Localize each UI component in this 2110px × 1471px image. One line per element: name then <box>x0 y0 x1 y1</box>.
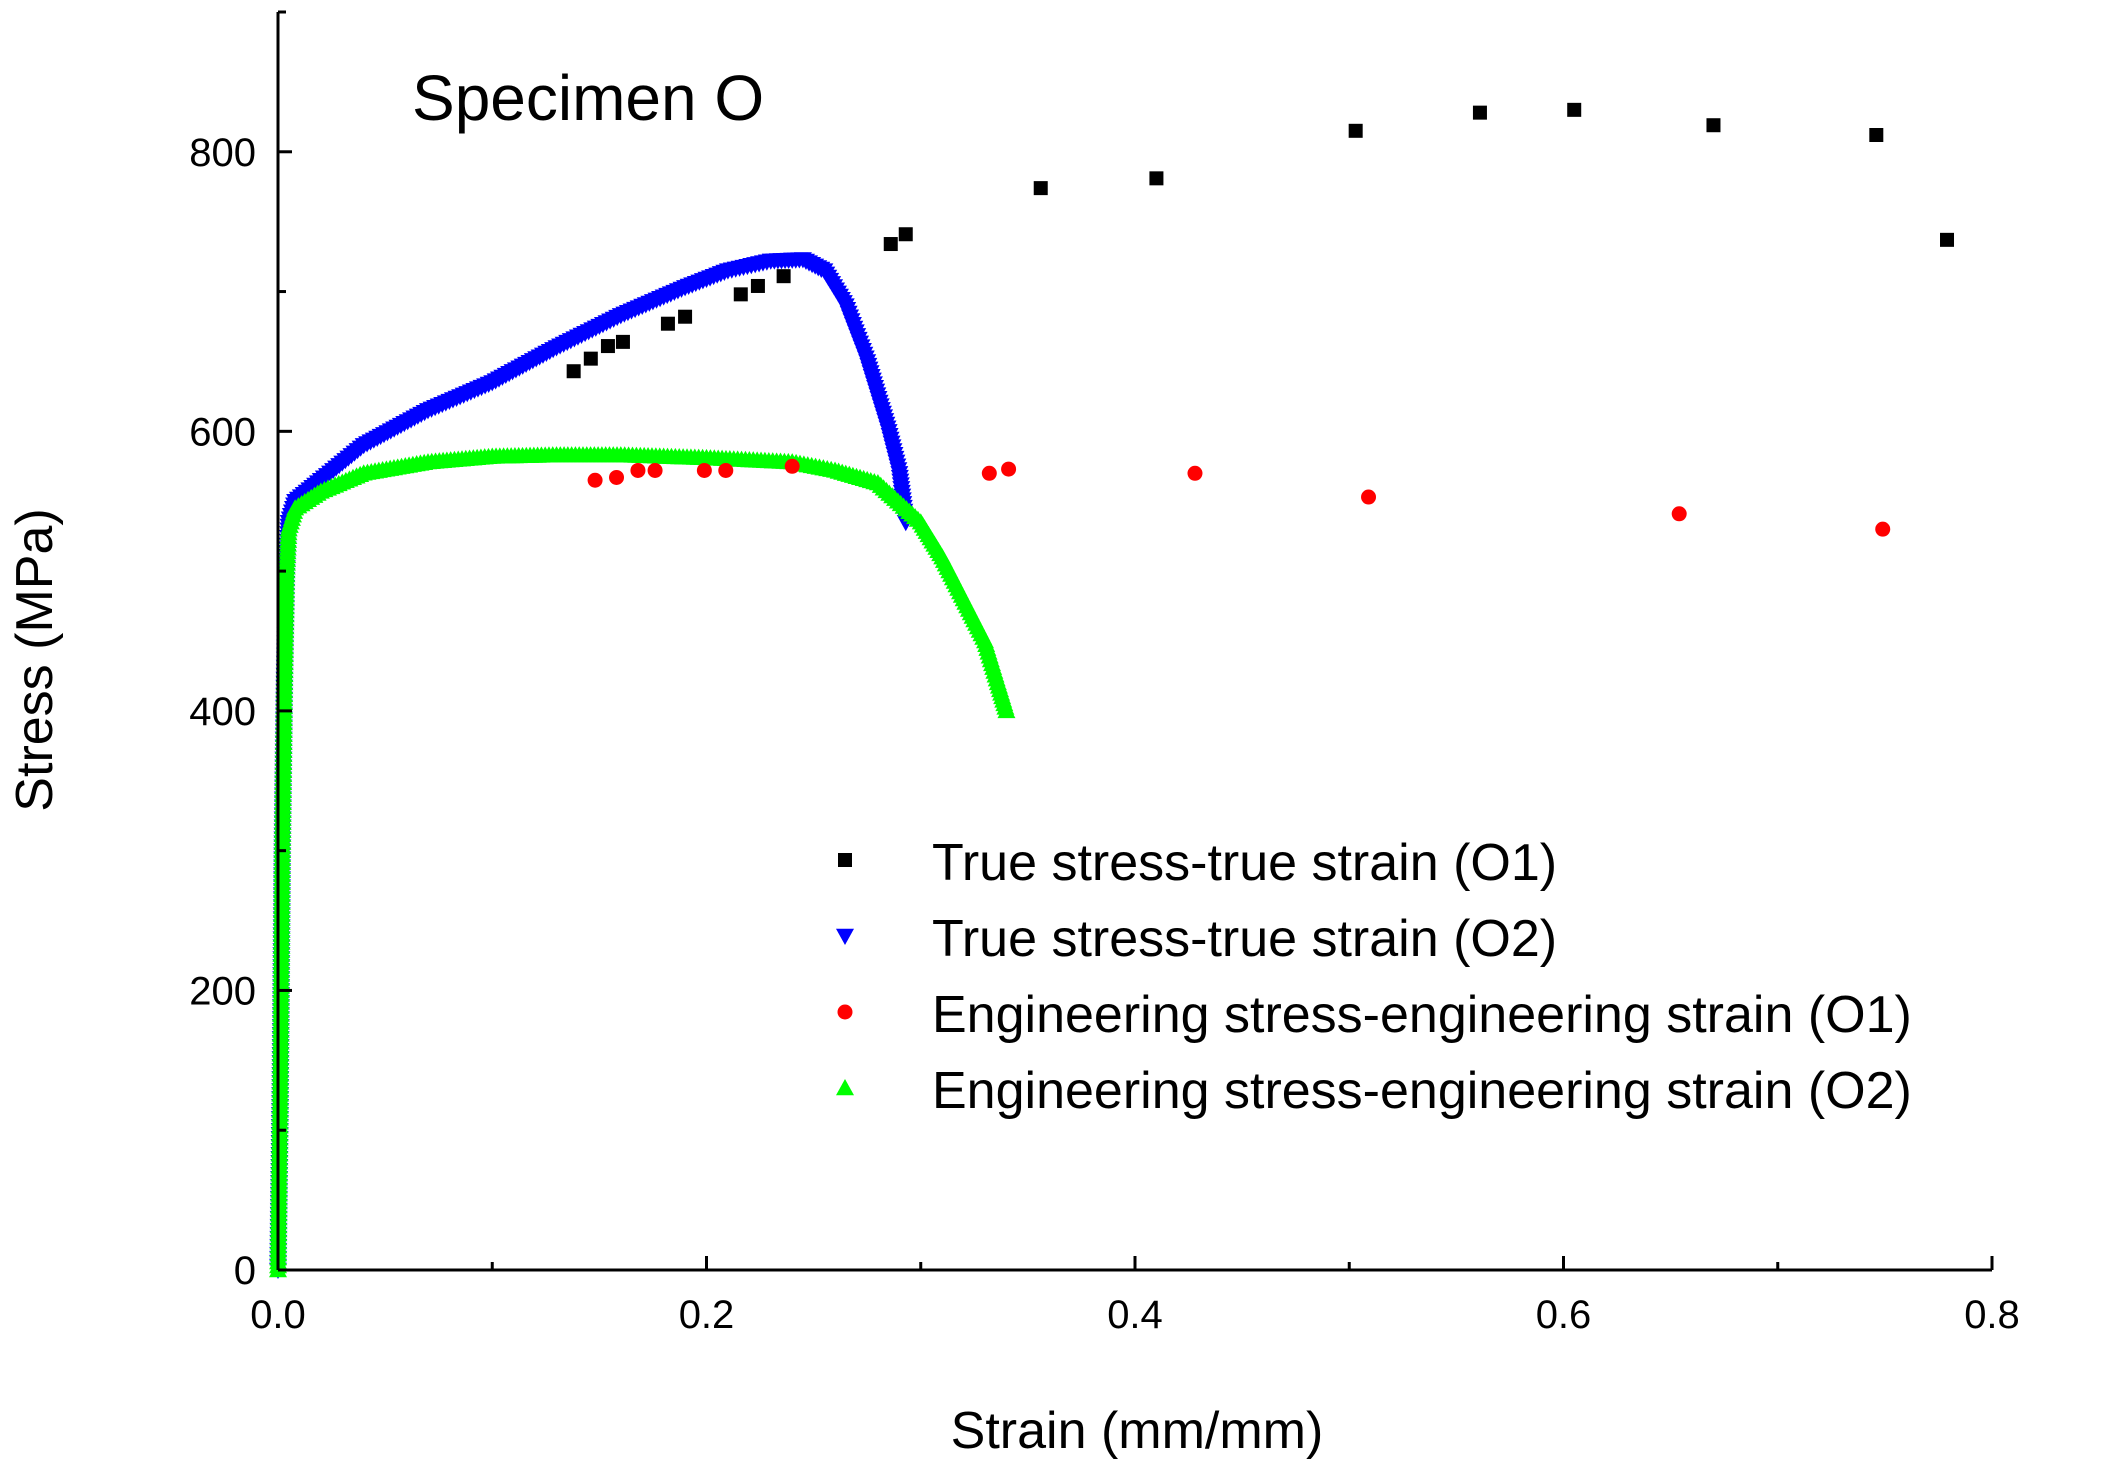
data-point <box>660 316 675 331</box>
data-point <box>718 462 734 478</box>
data-point <box>898 227 913 242</box>
data-point <box>587 472 603 488</box>
series-3 <box>587 458 1891 537</box>
series-2 <box>269 252 915 1279</box>
ticks: 0.0 0.2 0.4 0.6 0.8 0 200 400 600 800 <box>189 10 2020 1337</box>
data-point <box>1001 461 1017 477</box>
y-tick-label: 0 <box>234 1249 256 1293</box>
data-point <box>678 309 693 324</box>
data-point <box>1348 123 1363 138</box>
data-point <box>696 462 712 478</box>
legend-label: True stress-true strain (O2) <box>932 910 1557 968</box>
y-tick-label: 800 <box>189 131 256 175</box>
data-point <box>1869 128 1884 143</box>
legend-item: Engineering stress-engineering strain (O… <box>837 986 1912 1044</box>
legend-label: Engineering stress-engineering strain (O… <box>932 1062 1912 1120</box>
legend-marker <box>836 1079 854 1096</box>
data-point <box>1671 506 1687 522</box>
legend-label: Engineering stress-engineering strain (O… <box>932 986 1912 1044</box>
data-point <box>776 269 791 284</box>
data-point <box>1875 521 1891 537</box>
x-tick-label: 0.2 <box>679 1293 735 1337</box>
x-tick-label: 0.4 <box>1107 1293 1163 1337</box>
data-point <box>997 701 1016 719</box>
y-tick-label: 400 <box>189 690 256 734</box>
data-point <box>733 287 748 302</box>
legend-marker <box>836 928 854 945</box>
legend: True stress-true strain (O1) True stress-… <box>836 834 1912 1120</box>
legend-label: True stress-true strain (O1) <box>932 834 1557 892</box>
series-1 <box>566 102 1955 379</box>
data-point <box>1149 171 1164 186</box>
data-point <box>981 465 997 481</box>
chart-title: Specimen O <box>412 62 764 134</box>
data-point <box>784 458 800 474</box>
data-point <box>1940 232 1955 247</box>
y-tick-label: 600 <box>189 410 256 454</box>
data-point <box>1472 105 1487 120</box>
data-point <box>615 334 630 349</box>
data-point <box>1187 465 1203 481</box>
x-tick-label: 0.6 <box>1536 1293 1592 1337</box>
data-point <box>647 462 663 478</box>
data-point <box>750 278 765 293</box>
data-point <box>566 364 581 379</box>
data-point <box>883 237 898 252</box>
legend-marker <box>837 1004 853 1020</box>
x-tick-label: 0.0 <box>250 1293 306 1337</box>
data-point <box>630 462 646 478</box>
data-point <box>1033 181 1048 196</box>
data-point <box>1706 118 1721 133</box>
x-axis-title: Strain (mm/mm) <box>951 1402 1324 1460</box>
data-point <box>583 351 598 366</box>
x-tick-label: 0.8 <box>1964 1293 2020 1337</box>
y-tick-label: 200 <box>189 969 256 1013</box>
data-point <box>600 339 615 354</box>
data-point <box>609 469 625 485</box>
data-point <box>1567 102 1582 117</box>
data-point <box>1361 489 1377 505</box>
series-4 <box>269 446 1016 1278</box>
y-axis-title: Stress (MPa) <box>6 508 64 811</box>
legend-marker <box>838 853 852 867</box>
legend-item: Engineering stress-engineering strain (O… <box>836 1062 1912 1120</box>
legend-item: True stress-true strain (O1) <box>838 834 1557 892</box>
legend-item: True stress-true strain (O2) <box>836 910 1557 968</box>
